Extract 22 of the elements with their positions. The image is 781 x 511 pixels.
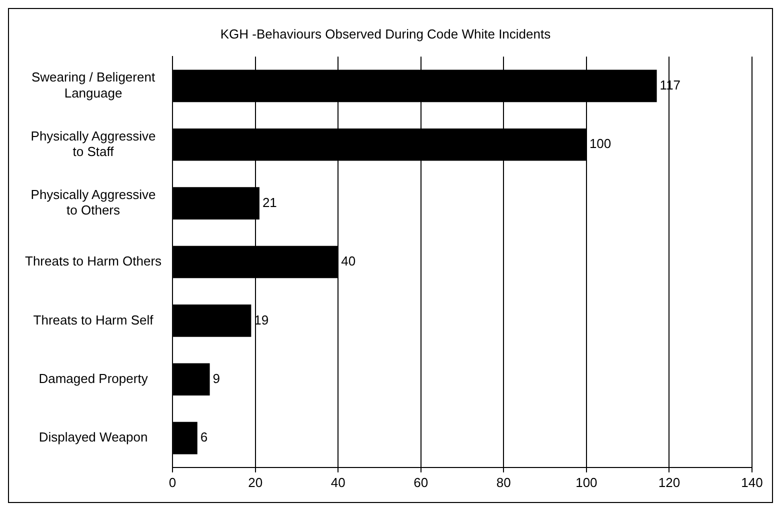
y-tick-label: Physically Aggressive to Staff bbox=[30, 128, 156, 160]
data-label: 9 bbox=[212, 370, 220, 386]
data-label: 6 bbox=[200, 430, 208, 445]
x-tick-label: 60 bbox=[414, 474, 428, 490]
x-tick-label: 140 bbox=[741, 474, 763, 490]
x-tick-label: 120 bbox=[658, 474, 680, 490]
y-tick-label: Displayed Weapon bbox=[38, 430, 148, 445]
x-tick-label: 20 bbox=[248, 474, 263, 490]
x-tick-label: 100 bbox=[576, 474, 598, 490]
chart-title: KGH -Behaviours Observed During Code White Incidents bbox=[220, 26, 552, 42]
data-label: 19 bbox=[254, 312, 269, 328]
x-tick-label: 0 bbox=[168, 474, 176, 490]
x-tick-label: 80 bbox=[496, 474, 511, 490]
y-tick-label: Damaged Property bbox=[38, 370, 148, 386]
data-label: 40 bbox=[341, 254, 356, 269]
y-tick-label: Physically Aggressive to Others bbox=[30, 187, 156, 218]
y-tick-label: Threats to Harm Others bbox=[24, 254, 162, 269]
data-label: 100 bbox=[589, 136, 612, 152]
y-tick-label: Threats to Harm Self bbox=[33, 312, 154, 328]
data-label: 21 bbox=[262, 194, 277, 210]
x-tick-label: 40 bbox=[330, 474, 346, 490]
y-tick-label: Swearing / Beligerent Language bbox=[31, 70, 156, 100]
